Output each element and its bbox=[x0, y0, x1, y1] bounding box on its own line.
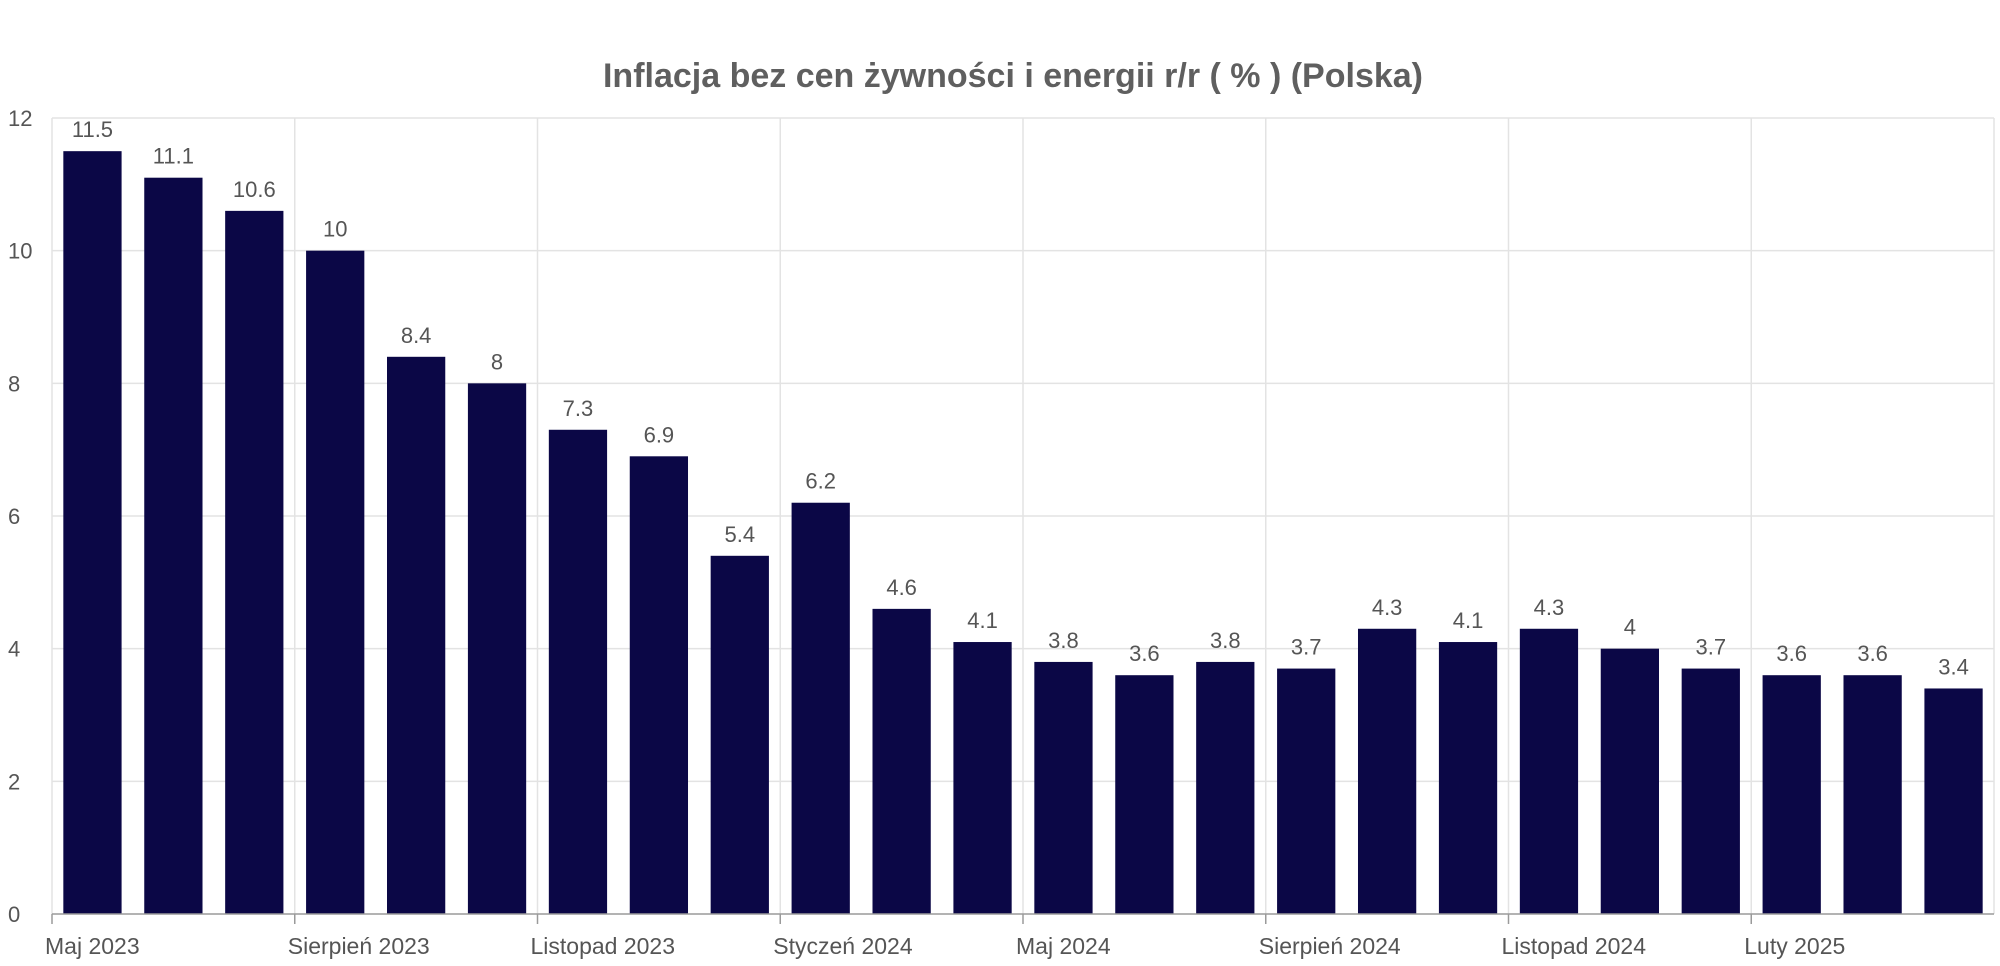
bar[interactable] bbox=[1681, 668, 1740, 914]
bar[interactable] bbox=[872, 608, 931, 914]
data-label: 4.3 bbox=[1534, 595, 1565, 620]
x-tick-label: Listopad 2023 bbox=[531, 933, 676, 959]
bar[interactable] bbox=[1843, 675, 1902, 914]
bar[interactable] bbox=[63, 151, 122, 915]
bar[interactable] bbox=[1196, 661, 1255, 914]
grid-layer bbox=[51, 117, 1995, 914]
data-label: 4.1 bbox=[967, 608, 998, 633]
y-tick-label: 10 bbox=[8, 239, 32, 264]
data-label: 3.8 bbox=[1048, 628, 1079, 653]
data-label: 10.6 bbox=[233, 177, 276, 202]
data-label: 3.6 bbox=[1129, 641, 1160, 666]
data-label: 8.4 bbox=[401, 323, 432, 348]
bar[interactable] bbox=[1600, 648, 1659, 914]
data-label: 10 bbox=[323, 217, 347, 242]
x-tick-label: Maj 2023 bbox=[45, 933, 140, 959]
bar[interactable] bbox=[791, 502, 850, 914]
bar[interactable] bbox=[467, 383, 527, 915]
data-label: 3.4 bbox=[1938, 654, 1969, 679]
x-tick-label: Maj 2024 bbox=[1016, 933, 1111, 959]
bar[interactable] bbox=[1924, 688, 1983, 914]
bar[interactable] bbox=[1115, 675, 1174, 914]
data-label: 4.3 bbox=[1372, 595, 1403, 620]
data-label: 7.3 bbox=[563, 396, 594, 421]
chart-title: Inflacja bez cen żywności i energii r/r … bbox=[603, 57, 1423, 95]
x-tick-label: Sierpień 2023 bbox=[288, 933, 430, 959]
data-label: 3.6 bbox=[1776, 641, 1807, 666]
x-tick-label: Luty 2025 bbox=[1744, 933, 1845, 959]
bar[interactable] bbox=[225, 210, 284, 914]
data-label: 4.1 bbox=[1453, 608, 1484, 633]
x-tick-label: Sierpień 2024 bbox=[1259, 933, 1401, 959]
data-label: 3.7 bbox=[1291, 635, 1322, 660]
bar[interactable] bbox=[1357, 628, 1417, 914]
y-tick-label: 6 bbox=[8, 504, 20, 529]
x-axis: Maj 2023 Sierpień 2023 Listopad 2023 Stycze… bbox=[45, 913, 1994, 959]
bar[interactable] bbox=[1034, 661, 1093, 914]
data-label: 6.9 bbox=[644, 422, 675, 447]
data-label: 8 bbox=[491, 349, 503, 374]
data-label: 3.6 bbox=[1857, 641, 1888, 666]
bar[interactable] bbox=[953, 642, 1012, 914]
data-label: 11.5 bbox=[72, 117, 113, 142]
bar[interactable] bbox=[1438, 642, 1498, 914]
bar[interactable] bbox=[144, 177, 203, 914]
y-tick-label: 0 bbox=[8, 902, 20, 927]
bar[interactable] bbox=[1762, 675, 1821, 914]
data-label: 5.4 bbox=[724, 522, 755, 547]
bar[interactable] bbox=[629, 456, 689, 914]
x-tick-label: Listopad 2024 bbox=[1502, 933, 1647, 959]
bar[interactable] bbox=[710, 555, 769, 914]
bar[interactable] bbox=[306, 250, 365, 915]
bar[interactable] bbox=[548, 429, 608, 914]
data-label: 4.6 bbox=[886, 575, 917, 600]
y-tick-label: 12 bbox=[8, 106, 32, 131]
data-labels-layer: 11.5 11.1 10.6 10 8.4 8 7.3 6.9 5.4 6.2 4.6 4.1 3.8 3… bbox=[72, 117, 1969, 679]
data-label: 3.7 bbox=[1695, 635, 1726, 660]
data-label: 11.1 bbox=[153, 144, 194, 169]
bar[interactable] bbox=[387, 356, 446, 914]
y-axis: 0 2 4 6 8 10 12 bbox=[8, 106, 32, 927]
data-label: 6.2 bbox=[805, 469, 836, 494]
y-tick-label: 8 bbox=[8, 371, 20, 396]
bar[interactable] bbox=[1277, 668, 1336, 914]
bar[interactable] bbox=[1519, 628, 1579, 914]
x-tick-label: Styczeń 2024 bbox=[773, 933, 913, 959]
data-label: 3.8 bbox=[1210, 628, 1241, 653]
data-label: 4 bbox=[1624, 615, 1636, 640]
bars-layer bbox=[63, 151, 1983, 915]
y-tick-label: 2 bbox=[8, 769, 20, 794]
y-tick-label: 4 bbox=[8, 637, 20, 662]
